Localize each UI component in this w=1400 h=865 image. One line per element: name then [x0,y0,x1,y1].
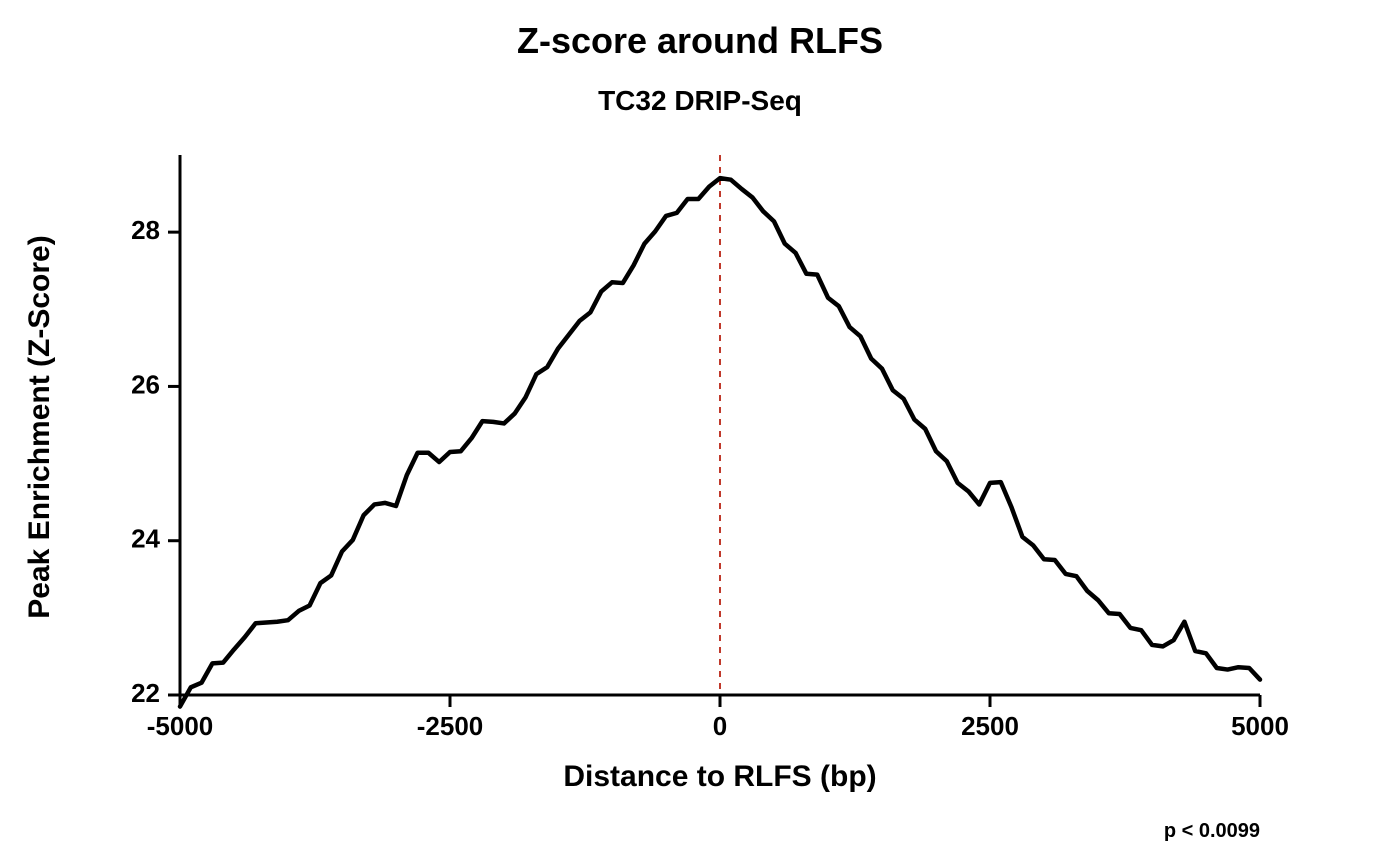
chart-plot: 22 24 26 28 -5000 -2500 0 2500 5000 [0,0,1400,865]
x-tick-label: 2500 [961,711,1019,741]
x-tick-label: -2500 [417,711,484,741]
x-tick-label: -5000 [147,711,214,741]
y-tick-label: 26 [131,369,160,399]
x-tick-label: 5000 [1231,711,1289,741]
x-tick-label: 0 [713,711,727,741]
y-tick-label: 22 [131,678,160,708]
y-tick-label: 24 [131,524,160,554]
y-tick-label: 28 [131,215,160,245]
